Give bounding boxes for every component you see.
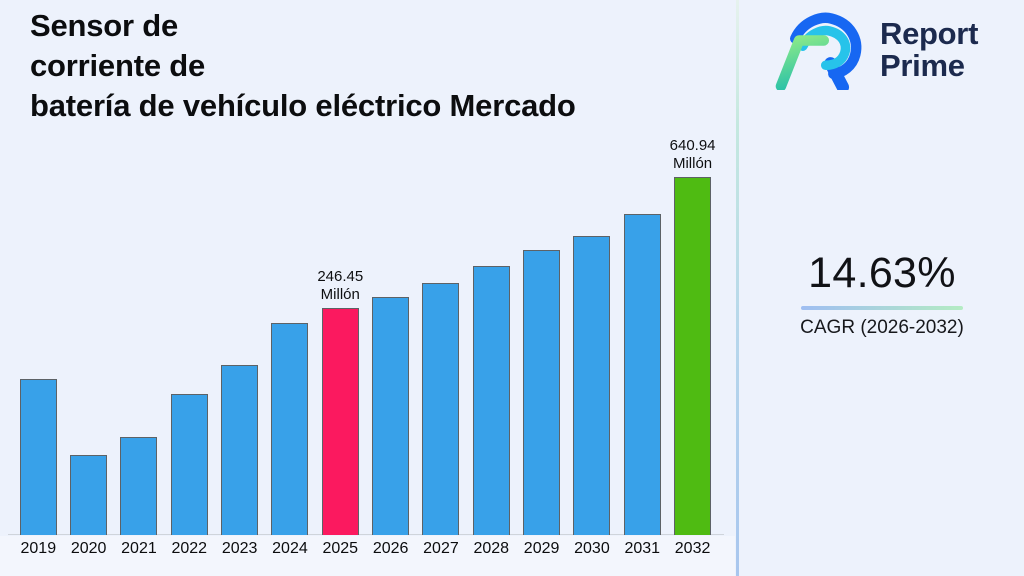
bar-2028 [472,266,510,535]
year-label-2028: 2028 [473,540,510,557]
year-label-2021: 2021 [121,540,157,557]
title-line-2: corriente de [30,48,206,83]
bar-2029 [523,250,561,535]
year-label-2019: 2019 [20,540,57,557]
year-label-2029: 2029 [523,540,560,557]
bar-2032 [674,177,712,535]
title-line-1: Sensor de [30,8,179,43]
cagr-underline [801,306,963,310]
bar-2031 [623,214,661,535]
year-label-2020: 2020 [70,540,107,557]
page-title: Sensor de corriente de batería de vehícu… [30,6,576,126]
year-label-2023: 2023 [221,540,258,557]
bar-2025 [321,308,359,535]
panel-divider [736,0,739,576]
bar-2026 [372,297,410,535]
year-label-2027: 2027 [423,540,459,557]
report-prime-logo-icon [775,12,862,90]
cagr-panel: 14.63% CAGR (2026-2032) [740,249,1024,339]
value-label-2032: 640.94 Millón [669,137,716,172]
bar-2024 [271,323,309,535]
brand-name: Report Prime [880,18,978,82]
year-label-2024: 2024 [272,540,308,557]
year-label-2032: 2032 [674,540,711,557]
year-label-2031: 2031 [624,540,661,557]
bar-2020 [70,455,108,535]
cagr-label: CAGR (2026-2032) [800,317,964,338]
bar-2023 [221,365,259,535]
bar-2022 [170,394,208,535]
year-label-2026: 2026 [372,540,409,557]
brand-name-line-2: Prime [880,48,965,83]
bar-2021 [120,437,158,535]
bar-2019 [19,379,57,535]
cagr-value: 14.63% [808,249,956,297]
year-label-2025: 2025 [322,540,359,557]
bar-2027 [422,283,460,535]
bar-2030 [573,236,611,535]
x-axis-line [8,534,724,535]
title-line-3: batería de vehículo eléctrico Mercado [30,88,576,123]
year-label-2022: 2022 [171,540,208,557]
brand-logo: Report Prime [770,10,978,90]
below-axis-band [0,536,735,576]
value-label-2025: 246.45 Millón [317,268,364,303]
year-label-2030: 2030 [574,540,610,557]
brand-name-line-1: Report [880,16,979,51]
